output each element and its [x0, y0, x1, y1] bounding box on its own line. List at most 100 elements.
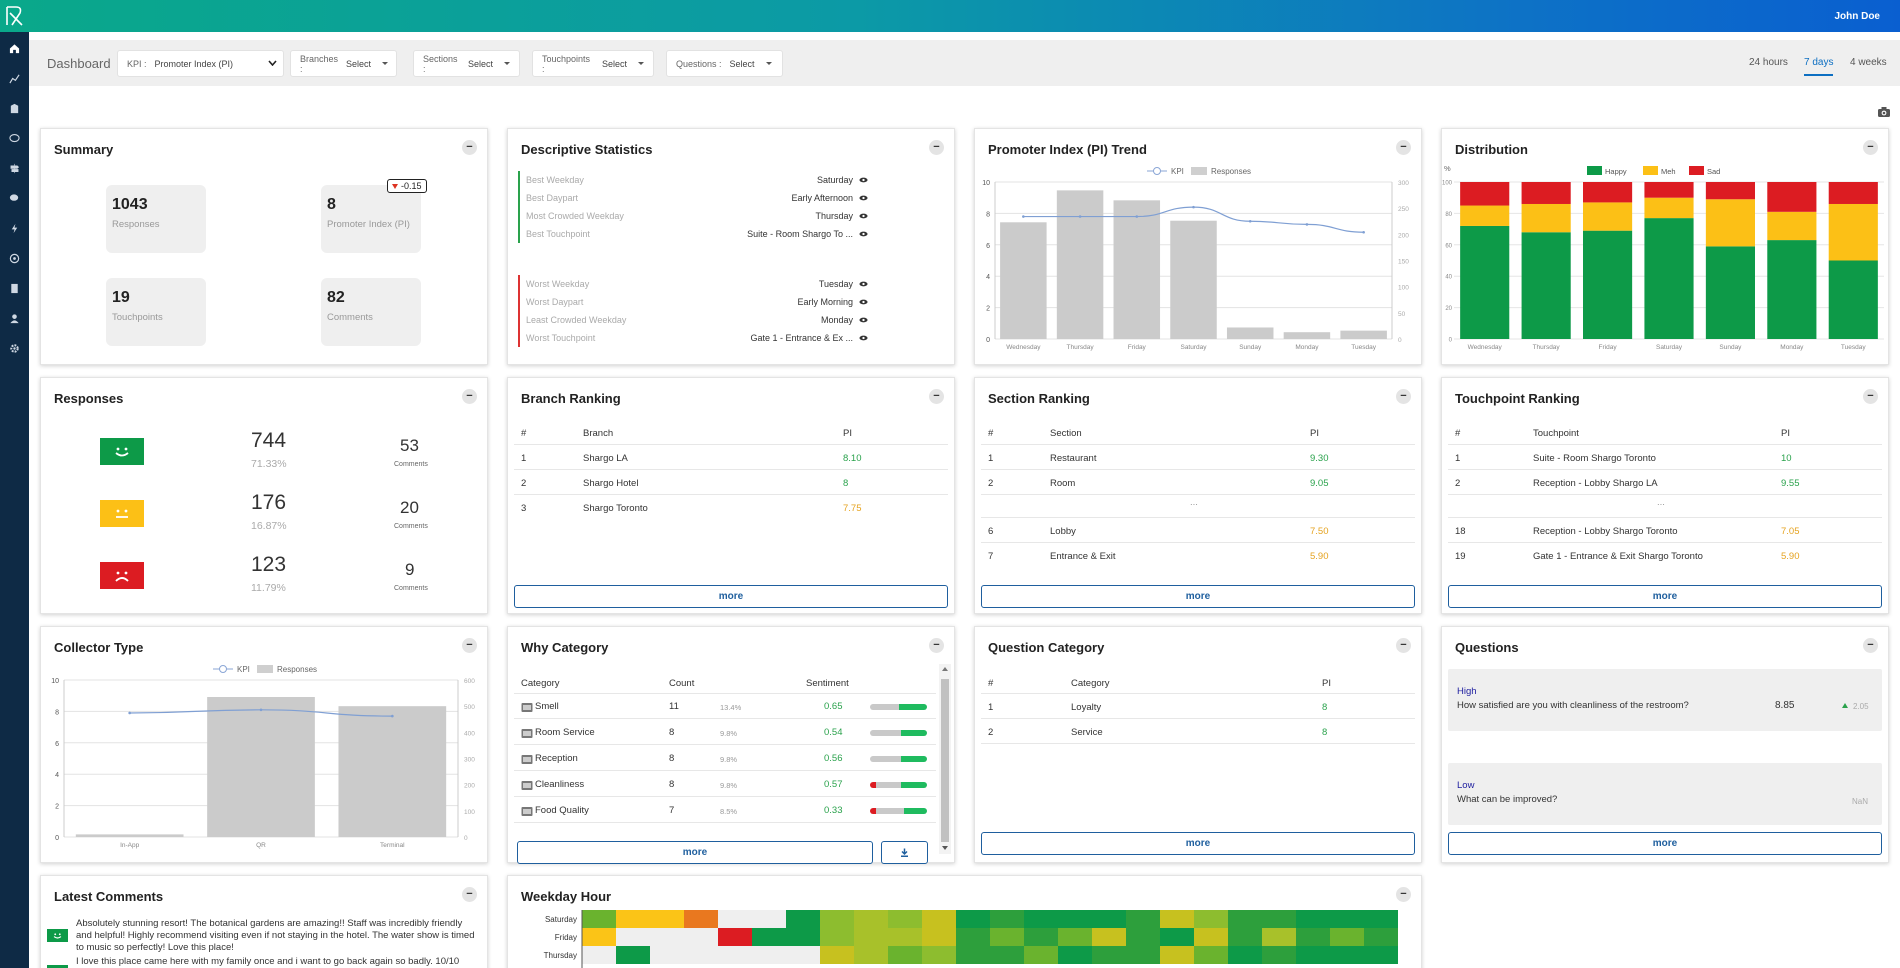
collapse-button[interactable]: − [462, 140, 477, 155]
more-button[interactable]: more [1448, 832, 1882, 855]
sentiment-bar [870, 756, 927, 762]
kpi-point [128, 711, 131, 715]
eye-icon[interactable] [859, 281, 868, 287]
heatmap-cell [1262, 928, 1296, 946]
touchpoint-name[interactable]: Suite - Room Shargo Toronto [1533, 453, 1656, 464]
collapse-button[interactable]: − [929, 140, 944, 155]
chart-line-icon[interactable] [6, 70, 22, 86]
building-icon[interactable] [6, 100, 22, 116]
range-4-weeks[interactable]: 4 weeks [1850, 57, 1887, 68]
branch-name[interactable]: Shargo Toronto [583, 503, 648, 514]
card-title: Collector Type [54, 640, 144, 655]
signpost-icon[interactable] [6, 160, 22, 176]
collapse-button[interactable]: − [462, 887, 477, 902]
collapse-button[interactable]: − [1396, 389, 1411, 404]
comments-icon[interactable] [6, 190, 22, 206]
section-name[interactable]: Entrance & Exit [1050, 551, 1116, 562]
category-name[interactable]: Cleanliness [535, 779, 585, 790]
heatmap-cell [1160, 910, 1194, 928]
category-name[interactable]: Reception [535, 753, 578, 764]
section-name[interactable]: Room [1050, 478, 1076, 489]
card-title: Question Category [988, 640, 1105, 655]
eye-icon[interactable] [859, 317, 868, 323]
sections-select[interactable]: Sections : Select [413, 50, 520, 77]
branch-name[interactable]: Shargo Hotel [583, 478, 639, 489]
document-icon[interactable] [6, 280, 22, 296]
y-tick-label: 10 [982, 180, 990, 187]
card-title: Weekday Hour [521, 889, 612, 904]
collapse-button[interactable]: − [929, 638, 944, 653]
comment-text: I love this place came here with my fami… [76, 956, 460, 967]
divider [1448, 469, 1882, 470]
range-7-days[interactable]: 7 days [1804, 57, 1834, 76]
low-question[interactable]: Low What can be improved? NaN [1448, 763, 1882, 825]
collapse-button[interactable]: − [1396, 140, 1411, 155]
category-name[interactable]: Food Quality [535, 805, 589, 816]
branches-select[interactable]: Branches : Select [290, 50, 397, 77]
user-menu[interactable]: John Doe [1834, 11, 1880, 22]
collapse-button[interactable]: − [929, 389, 944, 404]
more-button[interactable]: more [981, 832, 1415, 855]
kpi-select[interactable]: KPI : Promoter Index (PI) [117, 50, 284, 77]
range-24-hours[interactable]: 24 hours [1749, 57, 1788, 68]
happy-bar-segment [1583, 230, 1633, 339]
eye-icon[interactable] [859, 335, 868, 341]
download-button[interactable] [881, 841, 928, 864]
eye-icon[interactable] [859, 231, 868, 237]
branch-name[interactable]: Shargo LA [583, 453, 628, 464]
target-icon[interactable] [6, 250, 22, 266]
more-button[interactable]: more [514, 585, 948, 608]
touchpoint-ranking-card: Touchpoint Ranking − # Touchpoint PI 1 S… [1441, 377, 1889, 614]
heatmap-cell [718, 910, 752, 928]
collapse-button[interactable]: − [1396, 887, 1411, 902]
low-label: Low [1457, 780, 1475, 791]
touchpoint-name[interactable]: Gate 1 - Entrance & Exit Shargo Toronto [1533, 551, 1703, 562]
home-icon[interactable] [6, 40, 22, 56]
scroll-down-icon[interactable] [942, 846, 948, 850]
eye-icon[interactable] [859, 195, 868, 201]
heatmap-cell [1194, 910, 1228, 928]
eye-icon[interactable] [859, 213, 868, 219]
more-button[interactable]: more [1448, 585, 1882, 608]
collapse-button[interactable]: − [462, 389, 477, 404]
touchpoint-name[interactable]: Reception - Lobby Shargo LA [1533, 478, 1658, 489]
heatmap-cell [1092, 946, 1126, 964]
category-name[interactable]: Service [1071, 727, 1103, 738]
best-stat-value: Thursday [815, 211, 853, 221]
card-title: Promoter Index (PI) Trend [988, 142, 1147, 157]
legend-responses-swatch [1191, 167, 1207, 175]
eye-icon[interactable] [859, 177, 868, 183]
settings-icon[interactable] [6, 340, 22, 356]
collapse-button[interactable]: − [462, 638, 477, 653]
scroll-up-icon[interactable] [942, 667, 948, 671]
category-name[interactable]: Loyalty [1071, 702, 1102, 713]
category-name[interactable]: Smell [535, 701, 559, 712]
more-button[interactable]: more [981, 585, 1415, 608]
touchpoints-select[interactable]: Touchpoints : Select [532, 50, 654, 77]
section-name[interactable]: Restaurant [1050, 453, 1097, 464]
section-name[interactable]: Lobby [1050, 526, 1076, 537]
app-logo-icon[interactable] [4, 3, 26, 29]
divider [514, 822, 936, 823]
touchpoint-name[interactable]: Reception - Lobby Shargo Toronto [1533, 526, 1678, 537]
heatmap-cell [956, 910, 990, 928]
heatmap-cell [1194, 946, 1228, 964]
happy-bar-segment [1460, 225, 1510, 339]
bolt-icon[interactable] [6, 220, 22, 236]
collapse-button[interactable]: − [1863, 638, 1878, 653]
collapse-button[interactable]: − [1863, 140, 1878, 155]
collapse-button[interactable]: − [1396, 638, 1411, 653]
camera-icon[interactable] [1877, 106, 1891, 118]
high-question[interactable]: High How satisfied are you with cleanlin… [1448, 669, 1882, 731]
scrollbar-track[interactable] [939, 664, 951, 854]
more-button[interactable]: more [517, 841, 873, 864]
eye-icon[interactable] [859, 299, 868, 305]
scrollbar-thumb[interactable] [941, 679, 949, 842]
user-icon[interactable] [6, 310, 22, 326]
x-tick-label: Wednesday [1006, 344, 1041, 351]
chat-icon[interactable] [6, 130, 22, 146]
questions-select[interactable]: Questions : Select [666, 50, 783, 77]
collapse-button[interactable]: − [1863, 389, 1878, 404]
category-name[interactable]: Room Service [535, 727, 595, 738]
best-stat-value-group: Suite - Room Shargo To ... [747, 229, 868, 239]
